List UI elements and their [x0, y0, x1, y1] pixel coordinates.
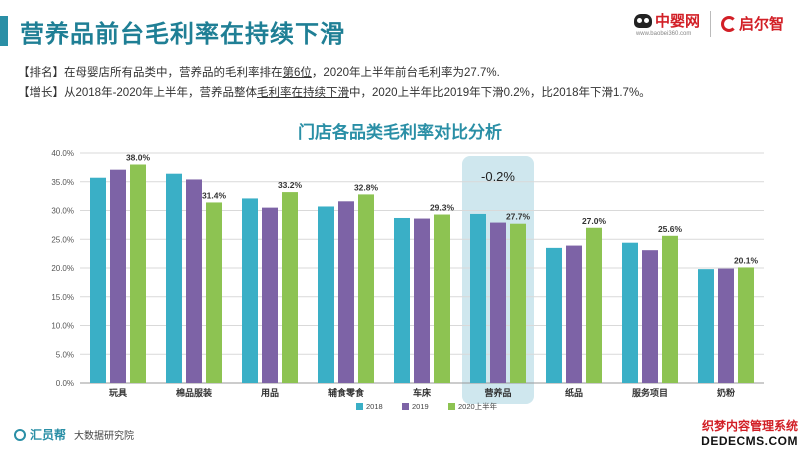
bar — [166, 173, 182, 383]
x-tick-label: 用品 — [260, 388, 279, 398]
y-tick-label: 30.0% — [51, 207, 74, 216]
bar — [130, 164, 146, 383]
zhongying-logo: 中婴网 www.baobei360.com — [633, 10, 700, 37]
data-label: 33.2% — [278, 180, 303, 190]
bar — [738, 267, 754, 383]
highlight-annotation: -0.2% — [481, 169, 515, 184]
bar — [206, 202, 222, 383]
bar — [698, 269, 714, 383]
bar — [662, 235, 678, 383]
zhongying-logo-url: www.baobei360.com — [635, 31, 692, 37]
legend-label: 2018 — [366, 402, 383, 411]
bar — [242, 198, 258, 383]
x-tick-label: 营养品 — [484, 387, 511, 398]
footer-brand: 汇员帮 大数据研究院 — [14, 426, 134, 443]
bar — [510, 223, 526, 383]
x-tick-label: 棉品服装 — [176, 387, 213, 398]
data-label: 38.0% — [126, 153, 151, 163]
ranking-text-suffix: ，2020年上半年前台毛利率为27.7%. — [311, 67, 500, 79]
bar — [414, 218, 430, 383]
zhongying-logo-text: 中婴网 — [654, 13, 700, 30]
bar — [282, 192, 298, 383]
ranking-description: 【排名】在母婴店所有品类中，营养品的毛利率排在第6位，2020年上半年前台毛利率… — [18, 64, 500, 80]
ranking-text-underline: 第6位 — [282, 67, 312, 79]
x-tick-label: 辅食零食 — [328, 387, 365, 398]
logo-divider — [709, 10, 711, 37]
bar — [358, 194, 374, 383]
x-tick-label: 奶粉 — [716, 387, 735, 398]
legend-swatch — [448, 403, 455, 410]
x-tick-label: 车床 — [413, 387, 432, 398]
y-tick-label: 40.0% — [51, 149, 74, 158]
bar — [490, 222, 506, 383]
y-tick-label: 35.0% — [51, 178, 74, 187]
bar — [318, 206, 334, 383]
data-label: 20.1% — [734, 255, 759, 265]
title-accent-bar — [0, 16, 8, 46]
bar — [470, 213, 486, 383]
bar — [642, 250, 658, 383]
data-label: 25.6% — [658, 224, 683, 234]
y-tick-label: 10.0% — [51, 322, 74, 331]
bar — [338, 201, 354, 383]
chart-title: 门店各品类毛利率对比分析 — [298, 123, 502, 142]
bar — [110, 169, 126, 383]
y-tick-label: 5.0% — [56, 350, 74, 359]
header-logos: 中婴网 www.baobei360.com 启尔智 — [633, 10, 784, 37]
legend-label: 2020上半年 — [458, 401, 498, 411]
y-tick-label: 25.0% — [51, 235, 74, 244]
growth-text-underline: 毛利率在持续下滑 — [257, 87, 349, 99]
qierzhi-logo: 启尔智 — [720, 13, 784, 34]
legend-label: 2019 — [412, 402, 429, 411]
x-tick-label: 纸品 — [565, 387, 583, 398]
bar — [434, 214, 450, 383]
y-tick-label: 0.0% — [56, 379, 74, 388]
data-label: 31.4% — [202, 190, 227, 200]
huiyuanbang-logo-icon — [14, 428, 26, 441]
x-tick-label: 服务项目 — [632, 387, 668, 398]
page-title: 营养品前台毛利率在持续下滑 — [20, 21, 345, 48]
y-tick-label: 15.0% — [51, 293, 74, 302]
qierzhi-logo-text: 启尔智 — [738, 16, 784, 33]
data-label: 32.8% — [354, 182, 379, 192]
data-label: 27.0% — [582, 216, 607, 226]
growth-text-prefix: 【增长】从2018年-2020年上半年，营养品整体 — [18, 87, 257, 99]
growth-description: 【增长】从2018年-2020年上半年，营养品整体毛利率在持续下滑中，2020上… — [18, 84, 651, 100]
bar — [394, 217, 410, 383]
ranking-text-prefix: 【排名】在母婴店所有品类中，营养品的毛利率排在 — [18, 67, 283, 79]
baby-face-icon — [633, 13, 652, 28]
watermark: 织梦内容管理系统 DEDECMS.COM — [701, 417, 798, 448]
data-label: 27.7% — [506, 212, 531, 222]
bar — [718, 268, 734, 383]
qierzhi-mark-icon — [720, 15, 737, 32]
bar — [186, 179, 202, 383]
y-tick-label: 20.0% — [51, 264, 74, 273]
x-tick-label: 玩具 — [109, 388, 127, 398]
bar — [566, 245, 582, 383]
bar — [622, 242, 638, 383]
data-label: 29.3% — [430, 203, 455, 213]
legend-swatch — [402, 403, 409, 410]
bar — [262, 207, 278, 383]
bar — [90, 177, 106, 383]
watermark-line2: DEDECMS.COM — [701, 434, 798, 448]
bar — [546, 247, 562, 383]
bar — [586, 227, 602, 383]
legend-swatch — [356, 403, 363, 410]
footer-brand-name: 汇员帮 — [30, 428, 67, 442]
growth-text-suffix: 中，2020上半年比2019年下滑0.2%，比2018年下滑1.7%。 — [349, 87, 651, 99]
footer-brand-subtitle: 大数据研究院 — [74, 431, 135, 442]
watermark-line1: 织梦内容管理系统 — [701, 419, 798, 433]
